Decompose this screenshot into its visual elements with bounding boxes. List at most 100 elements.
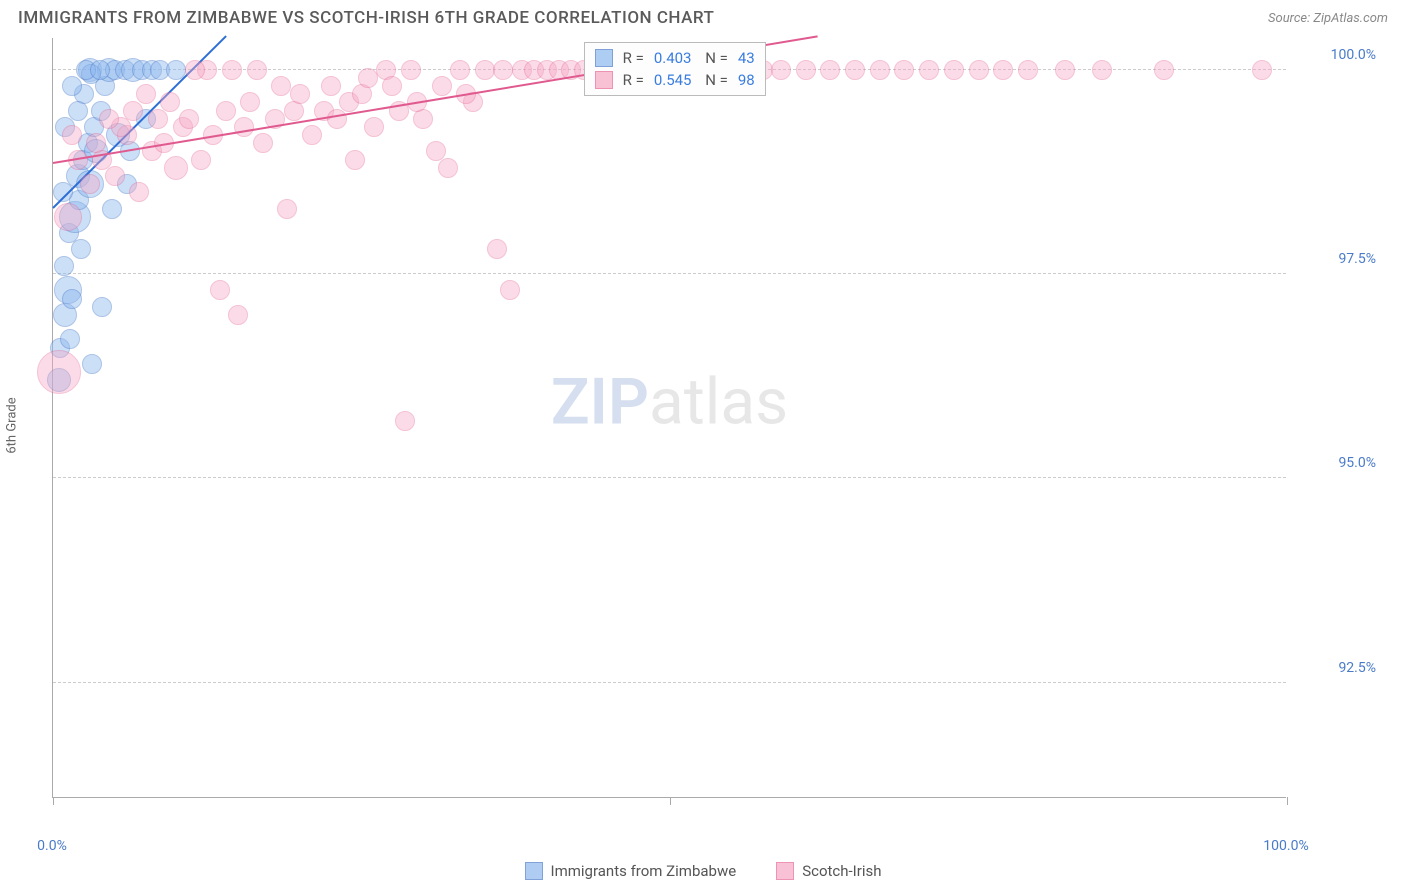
scatter-point (234, 117, 254, 137)
scatter-point (99, 109, 119, 129)
r-value: 0.545 (654, 71, 692, 89)
r-label: R = (623, 49, 644, 67)
scatter-point (327, 109, 347, 129)
scatter-point (493, 60, 513, 80)
annotation-row: R = 0.545 N = 98 (595, 69, 755, 91)
x-tick (53, 797, 54, 805)
y-axis-label: 6th Grade (5, 397, 20, 453)
scatter-point (222, 60, 242, 80)
scatter-point (290, 84, 310, 104)
scatter-point (487, 239, 507, 259)
chart-header: IMMIGRANTS FROM ZIMBABWE VS SCOTCH-IRISH… (0, 0, 1406, 32)
scatter-point (60, 329, 80, 349)
scatter-point (401, 60, 421, 80)
bottom-legend: Immigrants from Zimbabwe Scotch-Irish (0, 862, 1406, 880)
chart-title: IMMIGRANTS FROM ZIMBABWE VS SCOTCH-IRISH… (18, 8, 714, 28)
scatter-point (164, 156, 188, 180)
scatter-point (500, 280, 520, 300)
legend-item: Scotch-Irish (776, 862, 881, 880)
scatter-point (105, 166, 125, 186)
scatter-point (475, 60, 495, 80)
scatter-point (271, 76, 291, 96)
plot-region: ZIPatlas R = 0.403 N = 43 R = 0.545 N = 98 (52, 38, 1286, 798)
scatter-point (1092, 60, 1112, 80)
scatter-point (438, 158, 458, 178)
scatter-point (993, 60, 1013, 80)
scatter-point (796, 60, 816, 80)
annotation-row: R =0.403 N =43 (595, 47, 755, 69)
scatter-point (364, 117, 384, 137)
x-tick (670, 797, 671, 805)
source-label: Source: ZipAtlas.com (1268, 11, 1388, 26)
scatter-point (1154, 60, 1174, 80)
scatter-point (129, 182, 149, 202)
scatter-point (240, 92, 260, 112)
swatch-icon (595, 71, 613, 89)
watermark: ZIPatlas (551, 365, 788, 440)
scatter-point (92, 297, 112, 317)
scatter-point (395, 411, 415, 431)
scatter-point (321, 76, 341, 96)
scatter-point (820, 60, 840, 80)
scatter-point (148, 109, 168, 129)
scatter-point (82, 354, 102, 374)
scatter-point (86, 133, 106, 153)
scatter-point (37, 350, 81, 394)
scatter-point (191, 150, 211, 170)
r-value: 0.403 (654, 49, 692, 67)
scatter-point (62, 76, 82, 96)
n-value: 98 (738, 71, 755, 89)
legend-label: Immigrants from Zimbabwe (551, 862, 737, 880)
scatter-point (247, 60, 267, 80)
legend-item: Immigrants from Zimbabwe (525, 862, 737, 880)
scatter-point (68, 101, 88, 121)
scatter-point (54, 203, 82, 231)
scatter-point (1055, 60, 1075, 80)
gridline (53, 477, 1286, 478)
scatter-point (185, 60, 205, 80)
scatter-point (90, 60, 110, 80)
scatter-point (845, 60, 865, 80)
gridline (53, 682, 1286, 683)
n-label: N = (702, 71, 728, 89)
scatter-point (277, 199, 297, 219)
scatter-point (228, 305, 248, 325)
scatter-point (894, 60, 914, 80)
y-tick-label: 97.5% (1292, 251, 1376, 267)
r-label: R = (623, 71, 644, 89)
y-tick-label: 92.5% (1292, 660, 1376, 676)
scatter-point (62, 289, 82, 309)
scatter-point (71, 239, 91, 259)
y-tick-label: 95.0% (1292, 455, 1376, 471)
legend-label: Scotch-Irish (802, 862, 881, 880)
scatter-point (179, 109, 199, 129)
scatter-point (969, 60, 989, 80)
scatter-point (210, 280, 230, 300)
swatch-icon (595, 49, 613, 67)
chart-area: 6th Grade ZIPatlas R =0.403 N =43R =0.54… (36, 38, 1376, 798)
y-tick-label: 100.0% (1292, 47, 1376, 63)
scatter-point (944, 60, 964, 80)
scatter-point (102, 199, 122, 219)
scatter-point (870, 60, 890, 80)
scatter-point (302, 125, 322, 145)
scatter-point (62, 125, 82, 145)
scatter-point (771, 60, 791, 80)
swatch-icon (776, 862, 794, 880)
scatter-point (253, 133, 273, 153)
scatter-point (1018, 60, 1038, 80)
x-tick-label: 100.0% (1263, 838, 1308, 854)
scatter-point (432, 76, 452, 96)
scatter-point (80, 174, 100, 194)
scatter-point (919, 60, 939, 80)
scatter-point (54, 256, 74, 276)
scatter-point (450, 60, 470, 80)
scatter-point (345, 150, 365, 170)
scatter-point (216, 101, 236, 121)
x-tick (1287, 797, 1288, 805)
n-value: 43 (738, 49, 755, 67)
swatch-icon (525, 862, 543, 880)
scatter-point (358, 68, 378, 88)
correlation-annotation: R = 0.403 N = 43 R = 0.545 N = 98 (584, 42, 766, 96)
gridline (53, 273, 1286, 274)
